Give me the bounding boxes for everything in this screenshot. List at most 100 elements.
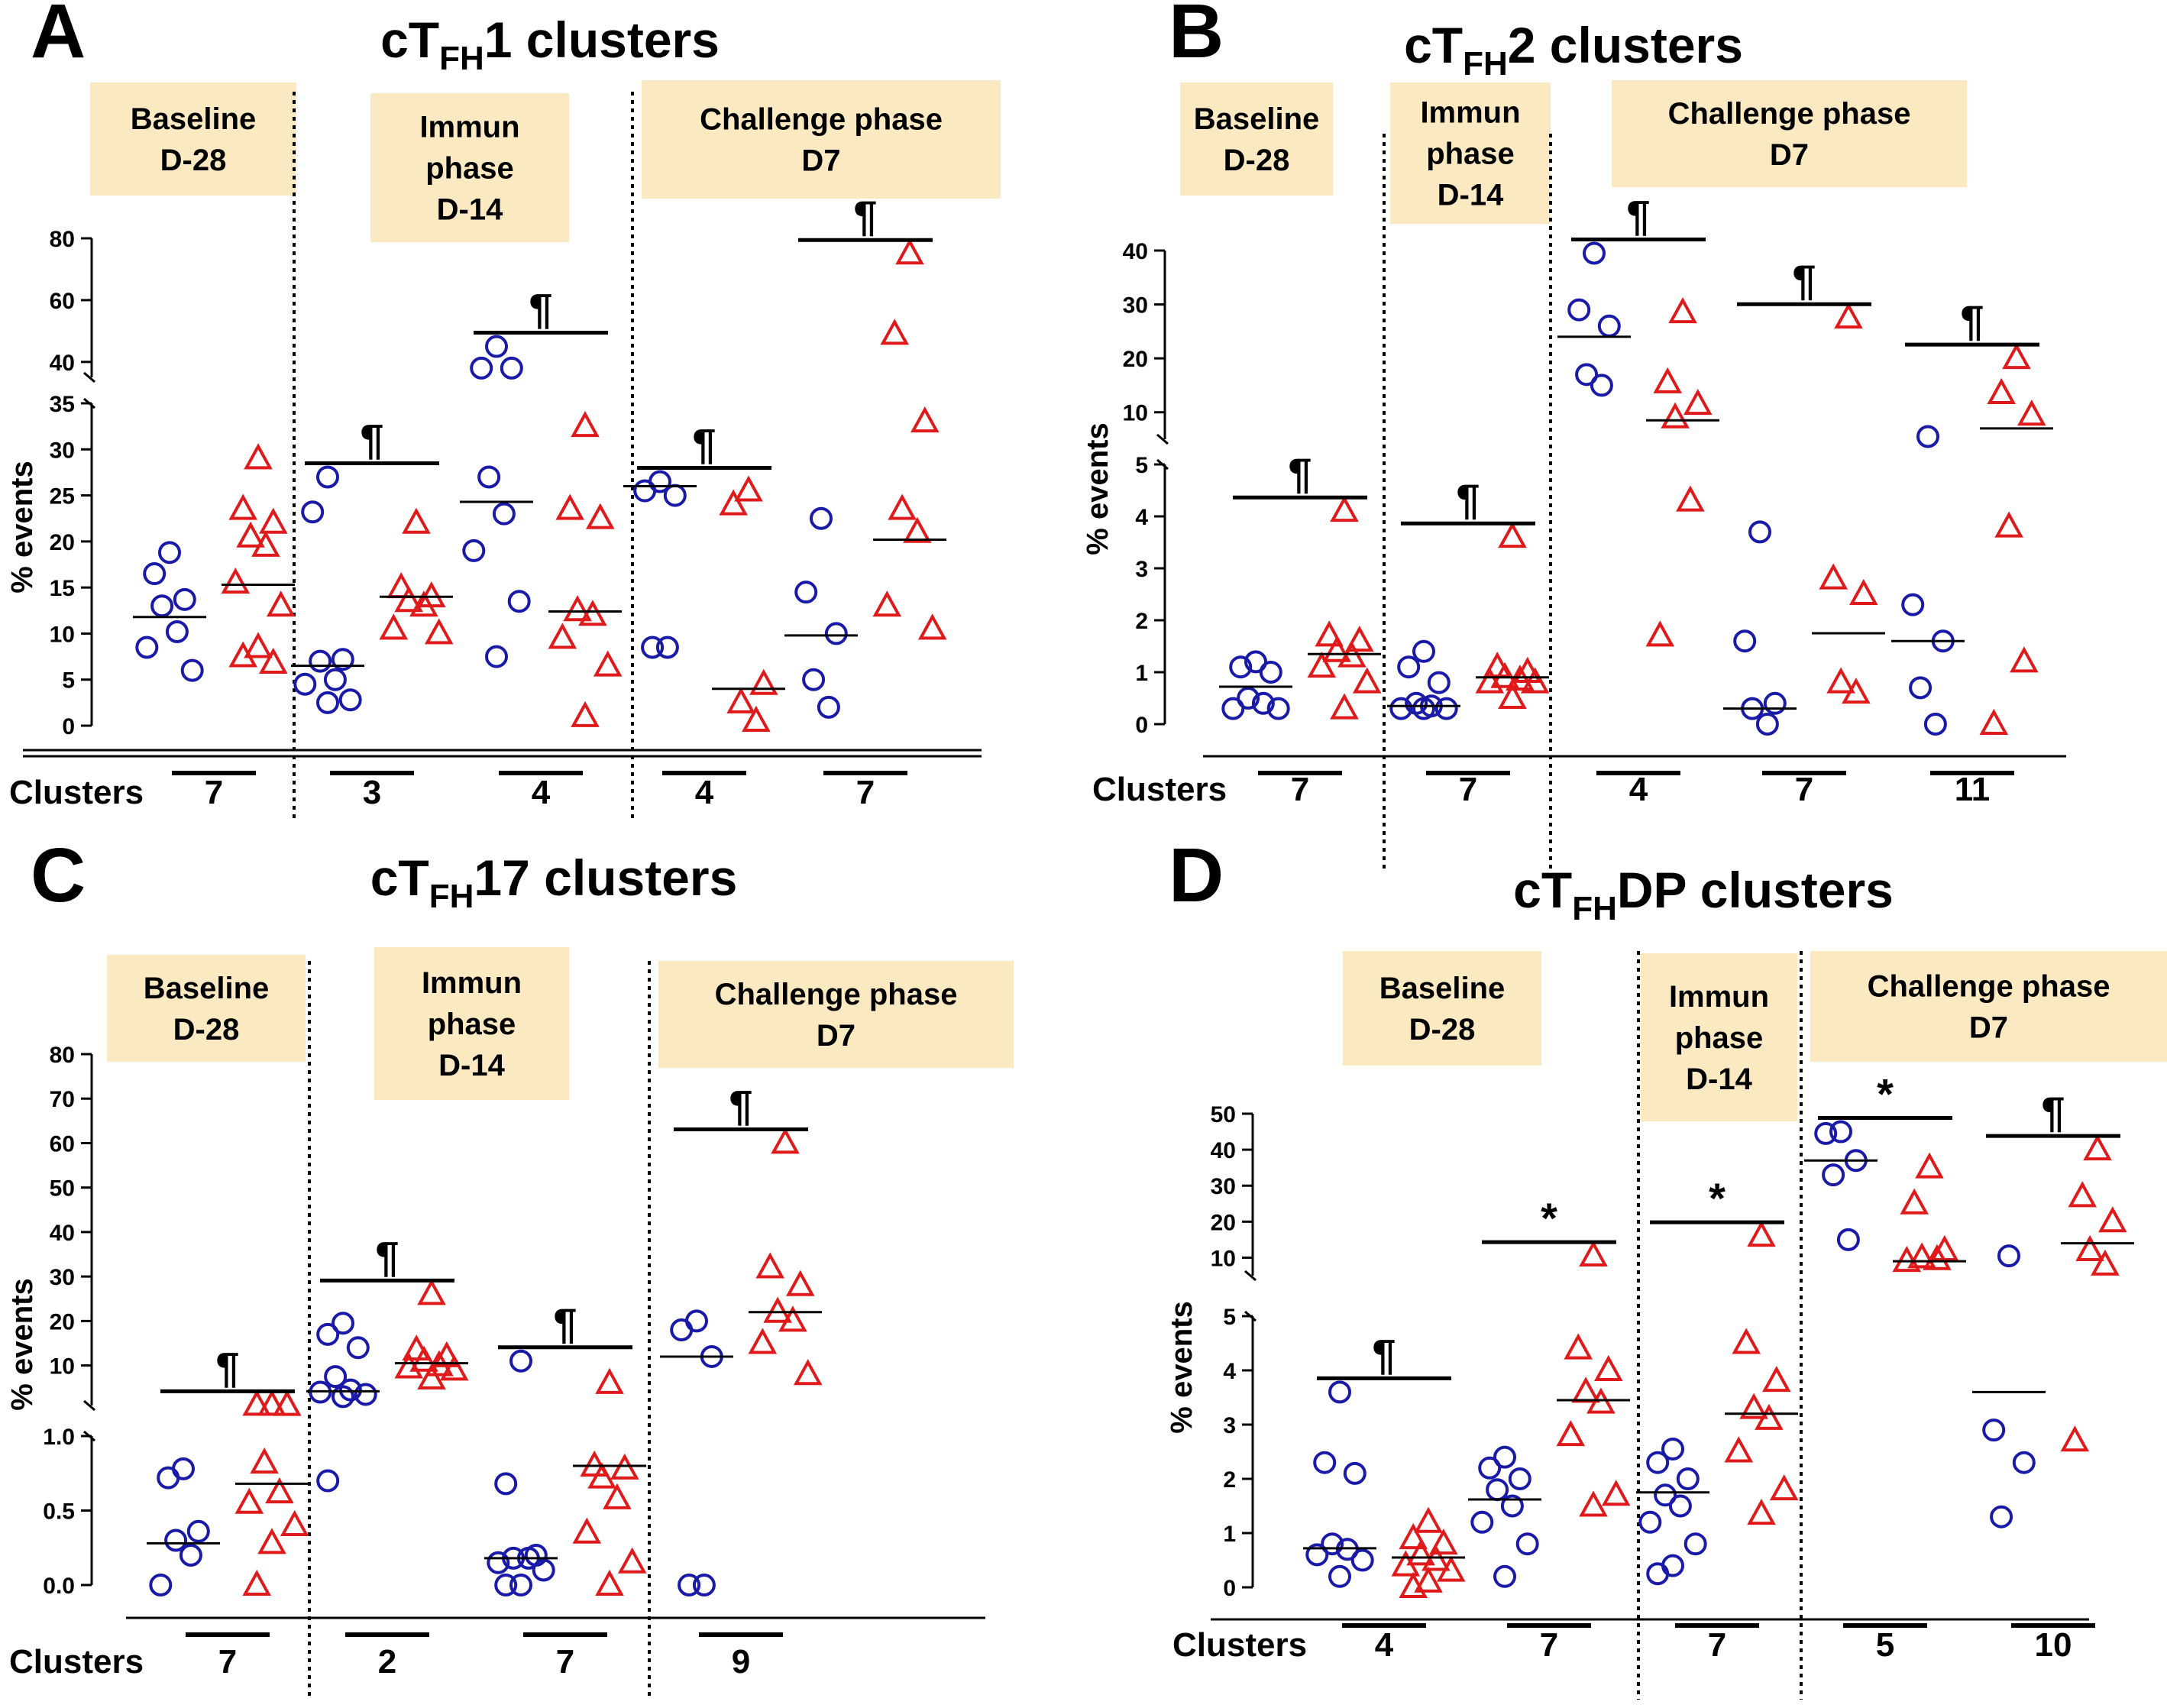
y-tick-label: 30 — [1123, 293, 1148, 319]
data-point-triangle — [402, 1334, 431, 1361]
data-point-triangle — [571, 700, 600, 727]
axis-break — [1156, 433, 1169, 445]
data-point-circle — [1909, 676, 1933, 700]
cluster-number: 3 — [363, 774, 381, 811]
phase-label: Challenge phase — [700, 103, 943, 137]
data-point-circle — [150, 594, 174, 618]
data-point-circle — [1683, 1532, 1707, 1556]
phase-label: D-14 — [438, 1049, 505, 1082]
y-tick-label: 4 — [1223, 1359, 1236, 1384]
title-prefix: cT — [370, 849, 429, 906]
data-point-triangle — [610, 1453, 639, 1480]
data-point-triangle — [571, 411, 600, 438]
significance-marker: ¶ — [2041, 1088, 2065, 1136]
significance-marker: ¶ — [1288, 449, 1312, 497]
phase-box — [90, 82, 296, 196]
data-point-circle — [164, 1528, 188, 1552]
data-point-circle — [810, 506, 833, 530]
data-point-triangle — [793, 1359, 823, 1386]
data-point-triangle — [1436, 1555, 1466, 1582]
data-point-circle — [507, 590, 531, 613]
data-point-circle — [165, 620, 189, 644]
title-prefix: cT — [380, 11, 439, 68]
data-point-triangle — [236, 521, 265, 548]
y-tick-label: 60 — [50, 1131, 75, 1156]
data-point-triangle — [2098, 1206, 2127, 1233]
data-point-circle — [338, 1378, 362, 1402]
y-tick-label: 20 — [1211, 1210, 1236, 1235]
data-point-triangle — [1399, 1571, 1428, 1598]
data-point-circle — [1486, 1478, 1509, 1502]
significance-marker: ¶ — [729, 1081, 752, 1129]
significance-marker: ¶ — [853, 192, 877, 240]
data-point-triangle — [734, 475, 763, 502]
y-tick-label: 20 — [50, 1309, 75, 1334]
data-point-circle — [2012, 1451, 2036, 1474]
y-tick-label: 20 — [1123, 347, 1148, 372]
phase-label: D7 — [1770, 138, 1809, 172]
cluster-group: ¶ 10 — [1972, 1088, 2134, 1664]
data-point-circle — [1244, 650, 1267, 674]
data-point-triangle — [749, 668, 778, 695]
y-tick-label: 80 — [50, 1043, 75, 1068]
data-point-circle — [655, 636, 679, 659]
y-tick-label: 70 — [50, 1087, 75, 1112]
data-point-circle — [500, 356, 523, 380]
data-point-triangle — [280, 1509, 309, 1536]
data-point-circle — [143, 562, 167, 586]
data-point-circle — [173, 587, 196, 611]
data-point-circle — [1251, 691, 1275, 715]
y-tick-label: 0 — [1223, 1576, 1236, 1601]
data-point-triangle — [1352, 667, 1382, 694]
data-point-triangle — [1322, 636, 1351, 662]
title-suffix: 17 clusters — [474, 849, 737, 906]
phase-label: Baseline — [1379, 972, 1506, 1005]
data-point-circle — [1822, 1163, 1845, 1187]
significance-marker: ¶ — [1456, 475, 1480, 523]
data-point-circle — [1478, 1456, 1502, 1480]
data-point-triangle — [1315, 620, 1344, 647]
data-point-circle — [157, 1466, 180, 1490]
y-tick-label: 4 — [1135, 505, 1148, 530]
y-tick-label: 50 — [1211, 1102, 1236, 1127]
cluster-number: 7 — [1459, 771, 1477, 808]
data-point-circle — [802, 668, 826, 691]
data-point-triangle — [1475, 667, 1505, 694]
cluster-group: ¶7 — [1387, 475, 1550, 808]
cluster-group: ¶7 — [484, 1299, 647, 1681]
cluster-number: 7 — [856, 774, 875, 811]
title-prefix: cT — [1513, 862, 1572, 918]
data-point-circle — [324, 1365, 348, 1389]
data-point-triangle — [2068, 1181, 2097, 1208]
data-point-circle — [1901, 593, 1925, 616]
data-point-circle — [309, 649, 332, 673]
data-point-circle — [633, 479, 657, 503]
data-point-triangle — [259, 647, 288, 674]
data-point-circle — [1763, 691, 1787, 715]
clusters-label: Clusters — [9, 1643, 144, 1681]
cluster-number: 7 — [1708, 1626, 1726, 1664]
data-point-triangle — [786, 1270, 815, 1296]
y-tick-label: 0.0 — [43, 1574, 75, 1599]
data-point-triangle — [763, 1296, 792, 1323]
data-point-triangle — [251, 530, 280, 557]
phase-label: Baseline — [144, 972, 270, 1005]
y-tick-label: 10 — [1211, 1246, 1236, 1271]
phase-label: Baseline — [1194, 102, 1320, 136]
data-point-triangle — [1668, 297, 1697, 324]
data-point-triangle — [257, 1389, 286, 1416]
data-point-triangle — [726, 687, 755, 713]
data-point-triangle — [880, 319, 909, 345]
data-point-triangle — [1661, 402, 1690, 429]
data-point-triangle — [1683, 389, 1713, 416]
panel-title: cTFH1 clusters — [380, 11, 720, 77]
data-point-triangle — [417, 1363, 446, 1390]
data-point-triangle — [595, 1367, 624, 1394]
data-point-circle — [331, 648, 354, 671]
cluster-group: ¶9 — [660, 1081, 823, 1681]
data-point-circle — [1661, 1437, 1684, 1461]
data-point-circle — [477, 465, 501, 489]
cluster-number: 4 — [1375, 1626, 1394, 1664]
data-point-triangle — [587, 1462, 616, 1489]
